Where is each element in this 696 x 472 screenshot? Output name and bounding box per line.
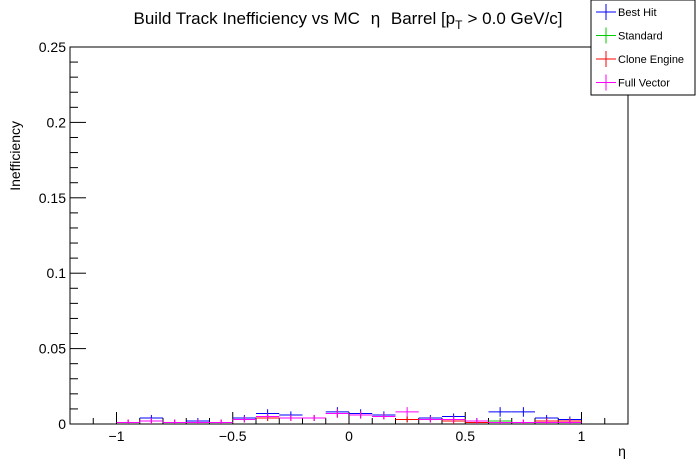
y-tick-label: 0 <box>58 416 66 432</box>
title-eta: η <box>371 9 380 28</box>
y-tick-label: 0.05 <box>39 341 66 357</box>
title-rest: Barrel [p <box>391 9 455 28</box>
data-point <box>395 416 419 423</box>
legend-item: Full Vector <box>596 74 670 91</box>
y-tick-label: 0.1 <box>47 265 67 281</box>
x-tick-label: −0.5 <box>219 428 247 444</box>
x-tick-label: 0.5 <box>456 428 476 444</box>
x-axis-label: η <box>618 443 626 459</box>
series-layer <box>116 407 582 424</box>
x-tick-label: 1 <box>578 428 586 444</box>
data-point <box>511 407 535 417</box>
data-point <box>488 407 512 417</box>
plot-frame <box>69 46 629 425</box>
legend-item: Clone Engine <box>596 51 684 67</box>
data-point <box>535 419 559 424</box>
x-axis-ticks: −1 −0.5 0 0.5 1 <box>69 412 629 444</box>
data-point <box>209 419 233 424</box>
data-point <box>442 416 466 423</box>
legend-box <box>590 0 696 96</box>
data-point <box>139 417 163 424</box>
data-point <box>325 409 349 418</box>
series-full-vector <box>116 407 582 424</box>
legend-items: Best Hit Standard Clone Engine Full Vector <box>596 4 684 91</box>
title-tail: > 0.0 GeV/c] <box>467 9 562 28</box>
data-point <box>163 419 187 424</box>
legend-item: Best Hit <box>596 4 657 20</box>
y-axis-ticks: 0 0.05 0.1 0.15 0.2 0.25 <box>39 39 86 432</box>
y-tick-label: 0.25 <box>39 39 66 55</box>
data-point <box>279 414 303 421</box>
data-point <box>488 419 512 424</box>
data-point <box>116 419 140 424</box>
legend-item: Standard <box>596 27 663 44</box>
chart-title: Build Track Inefficiency vs MC η Barrel … <box>134 9 563 32</box>
data-point <box>465 417 489 424</box>
data-point <box>558 419 582 424</box>
y-tick-label: 0.2 <box>47 114 67 130</box>
data-point <box>418 416 442 423</box>
legend-label: Clone Engine <box>618 54 684 66</box>
data-point <box>372 413 396 420</box>
data-point <box>349 411 373 419</box>
data-point <box>186 419 210 424</box>
data-point <box>256 413 280 420</box>
legend-label: Full Vector <box>618 78 670 90</box>
legend-label: Standard <box>618 31 663 43</box>
x-tick-label: −1 <box>109 428 125 444</box>
data-point <box>511 419 535 424</box>
title-main: Build Track Inefficiency vs MC <box>134 9 360 28</box>
title-subscript: T <box>455 18 463 32</box>
y-tick-label: 0.15 <box>39 190 66 206</box>
data-point <box>232 416 256 423</box>
data-point <box>302 414 326 421</box>
legend: Best Hit Standard Clone Engine Full Vector <box>590 0 696 96</box>
data-point <box>395 407 419 417</box>
x-tick-label: 0 <box>345 428 353 444</box>
y-axis-label: Inefficiency <box>7 121 23 191</box>
legend-label: Best Hit <box>618 7 657 19</box>
